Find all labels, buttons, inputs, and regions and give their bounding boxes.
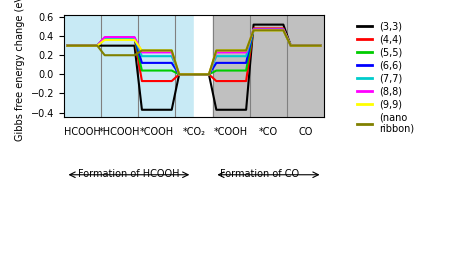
Y-axis label: Gibbs free energy change (eV): Gibbs free energy change (eV) bbox=[15, 0, 25, 141]
Text: Formation of CO: Formation of CO bbox=[219, 169, 299, 179]
Text: Formation of HCOOH: Formation of HCOOH bbox=[78, 169, 180, 179]
Bar bbox=[213, 15, 324, 117]
Legend: (3,3), (4,4), (5,5), (6,6), (7,7), (8,8), (9,9), (nano
ribbon): (3,3), (4,4), (5,5), (6,6), (7,7), (8,8)… bbox=[353, 18, 419, 138]
Bar bbox=[64, 15, 194, 117]
Bar bbox=[194, 15, 213, 117]
